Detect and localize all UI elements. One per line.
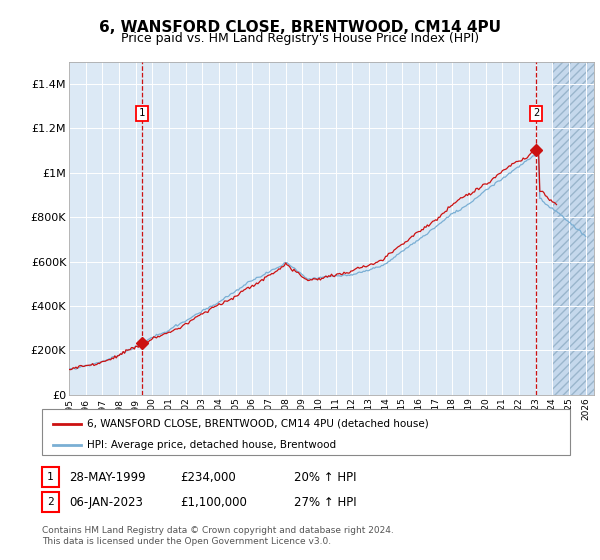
Text: 28-MAY-1999: 28-MAY-1999 [69,470,146,484]
Text: 06-JAN-2023: 06-JAN-2023 [69,496,143,509]
Text: Price paid vs. HM Land Registry's House Price Index (HPI): Price paid vs. HM Land Registry's House … [121,32,479,45]
Bar [553,62,594,395]
Text: 2: 2 [533,108,539,118]
Text: 2: 2 [47,497,54,507]
Text: HPI: Average price, detached house, Brentwood: HPI: Average price, detached house, Bren… [87,440,336,450]
Text: 20% ↑ HPI: 20% ↑ HPI [294,470,356,484]
Bar [553,62,594,395]
Text: 6, WANSFORD CLOSE, BRENTWOOD, CM14 4PU (detached house): 6, WANSFORD CLOSE, BRENTWOOD, CM14 4PU (… [87,419,429,429]
Text: Contains HM Land Registry data © Crown copyright and database right 2024.
This d: Contains HM Land Registry data © Crown c… [42,526,394,546]
Text: £234,000: £234,000 [180,470,236,484]
Text: 6, WANSFORD CLOSE, BRENTWOOD, CM14 4PU: 6, WANSFORD CLOSE, BRENTWOOD, CM14 4PU [99,20,501,35]
Text: 1: 1 [47,472,54,482]
Text: 27% ↑ HPI: 27% ↑ HPI [294,496,356,509]
Text: £1,100,000: £1,100,000 [180,496,247,509]
Text: 1: 1 [139,108,145,118]
